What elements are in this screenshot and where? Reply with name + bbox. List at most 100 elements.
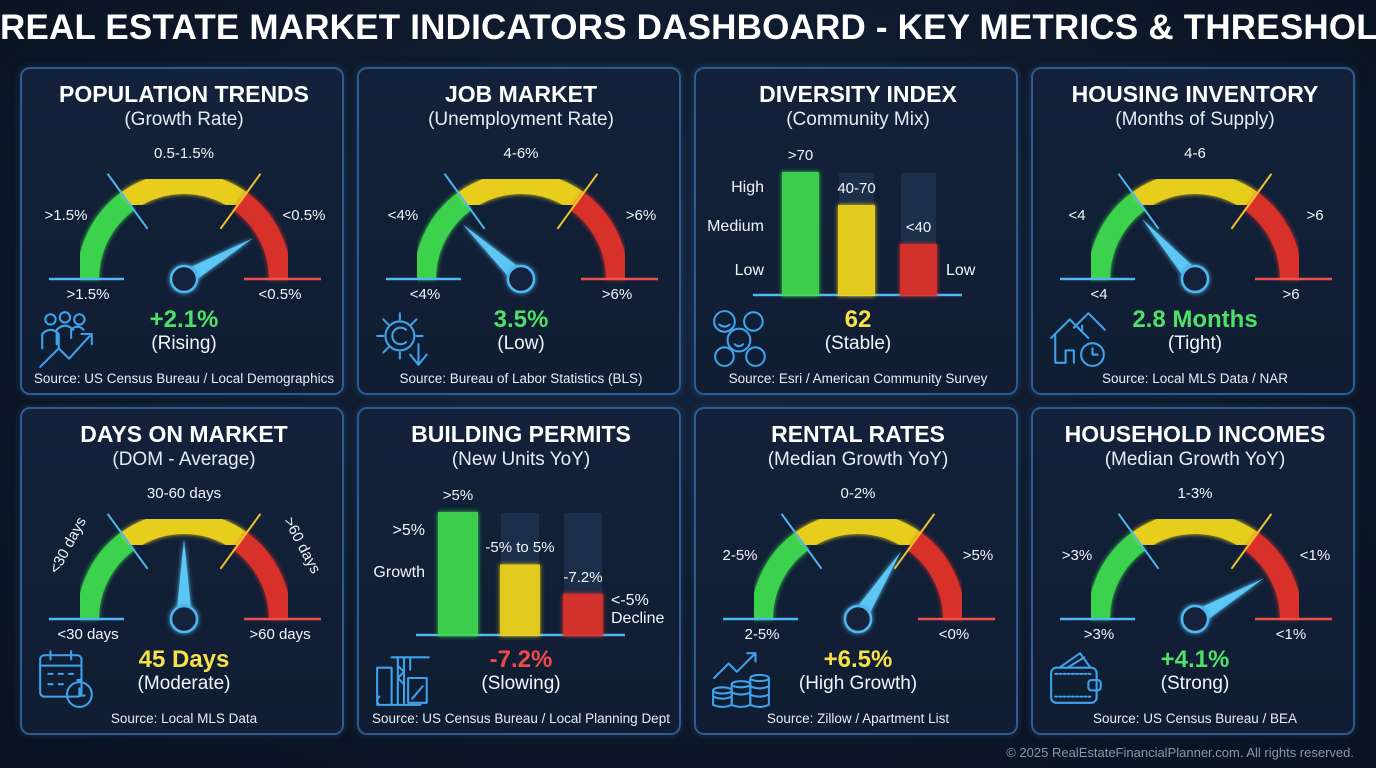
gauge-population [49,172,321,294]
gauge-segment-green [1088,192,1146,280]
metric-status: (Moderate) [137,673,231,694]
metric-status: (High Growth) [798,673,918,694]
metric-status: (Tight) [1167,333,1223,354]
label-bottom-right: <1% [1275,626,1307,643]
gauge-days-on-market [49,512,321,634]
gauge-segment-red [1244,532,1302,620]
card-diversity: >70 40-70 <40 High Medium Low Low 62 (Stable) Sou… [694,67,1018,395]
source-text: Source: Local MLS Data / NAR [1101,371,1289,386]
gauge-divider [780,513,823,570]
label-top: 4-6% [503,145,539,162]
bar-label: -5% to 5% [485,539,555,557]
card-title: DIVERSITY INDEX [759,81,957,107]
calendar-stopwatch-icon [39,650,93,708]
gauge-divider [893,513,936,570]
card-subtitle: (Unemployment Rate) [428,109,614,130]
metric-value: +6.5% [823,646,893,673]
gauge-hub [1180,264,1210,294]
label-right: >6% [625,207,657,224]
metric-value: -7.2% [489,646,553,673]
card-subtitle: (New Units YoY) [451,449,591,470]
gauge-segment-yellow [121,512,247,551]
gauge-divider [219,513,262,570]
gauge-segment-yellow [458,172,584,211]
gauge-household-incomes [1060,512,1332,634]
bar-label: -7.2% [563,568,603,586]
source-text: Source: Esri / American Community Survey [728,371,988,386]
gauge-segment-red [570,192,628,280]
gauge-hub [1180,604,1210,634]
source-text: Source: Zillow / Apartment List [766,711,950,726]
label-top: 1-3% [1177,485,1213,502]
gauge-segment-yellow [1132,512,1258,551]
label-left: >3% [1061,547,1093,564]
gauge-needle [179,238,253,286]
axis-label-right: Decline [611,610,665,627]
house-clock-icon [1050,312,1106,367]
label-bottom-left: <30 days [57,626,119,643]
metric-status: (Slowing) [481,673,561,694]
gauge-segment-green [751,532,809,620]
label-bottom-right: <0.5% [258,286,302,303]
bar-red [563,593,603,637]
label-bottom-left: >3% [1083,626,1115,643]
source-text: Source: Bureau of Labor Statistics (BLS) [399,371,643,386]
card-population: 0.5-1.5% >1.5% <0.5% >1.5% <0.5% +2.1% (Rising… [20,67,344,395]
source-text: Source: US Census Bureau / Local Plannin… [372,711,670,726]
gauge-divider [1230,513,1273,570]
gauge-segment-yellow [795,512,921,551]
bar-label: <40 [905,218,932,236]
card-title: POPULATION TRENDS [58,81,310,107]
gauge-segment-red [907,532,965,620]
gauge-segment-yellow [121,172,247,211]
card-title: DAYS ON MARKET [80,421,288,447]
label-bottom-right: >60 days [249,626,311,643]
gauge-segment-red [1244,192,1302,280]
card-subtitle: (Community Mix) [786,109,930,130]
label-bottom-right: <0% [938,626,970,643]
axis-label-left: Medium [707,218,764,235]
axis-label-left: Low [734,262,764,279]
label-bottom-left: <4% [409,286,441,303]
metric-value: 2.8 Months [1132,306,1258,333]
axis-label-left: >5% [392,522,425,539]
gauge-needle [1190,578,1264,626]
gauge-divider [219,173,262,230]
gauge-divider [1230,173,1273,230]
card-household-incomes: 1-3% >3% <1% >3% <1% +4.1% (Strong) Source: US … [1031,407,1355,735]
metric-value: 3.5% [493,306,549,333]
source-text: Source: Local MLS Data [110,711,258,726]
gauge-hub [843,604,873,634]
label-right: >5% [962,547,994,564]
bar-green [782,172,819,296]
faces-icon [713,310,766,367]
metric-status: (Low) [497,333,545,354]
label-top: 0.5-1.5% [153,145,215,162]
metric-value: 45 Days [138,646,230,673]
label-top: 30-60 days [146,485,222,502]
label-top: 4-6 [1184,145,1206,162]
label-bottom-right: >6 [1282,286,1300,303]
wallet-icon [1050,652,1102,704]
axis-label-right: <-5% [611,592,649,609]
bar-label: 40-70 [837,179,876,197]
card-housing-inventory: 4-6 <4 >6 <4 >6 2.8 Months (Tight) Source: Loca… [1031,67,1355,395]
bar-yellow [500,564,540,637]
card-title: RENTAL RATES [771,421,945,447]
gauge-divider [106,173,149,230]
label-left: >1.5% [44,207,88,224]
bar-label: >70 [787,147,814,164]
card-title: BUILDING PERMITS [411,421,631,447]
bar-label: >5% [442,487,474,504]
metric-value: 62 [844,306,872,333]
axis-label-left: Growth [373,564,425,581]
card-building-permits: >5% -5% to 5% -7.2% >5% Growth <-5% Decline -7.… [357,407,681,735]
gauge-segment-green [77,532,135,620]
label-bottom-left: >1.5% [66,286,110,303]
card-title: HOUSING INVENTORY [1071,81,1319,107]
card-days-on-market: 30-60 days <30 days >60 days <30 days >60 da… [20,407,344,735]
label-top: 0-2% [840,485,876,502]
metric-status: (Stable) [824,333,892,354]
gauge-hub [169,604,199,634]
gauge-divider [106,513,149,570]
